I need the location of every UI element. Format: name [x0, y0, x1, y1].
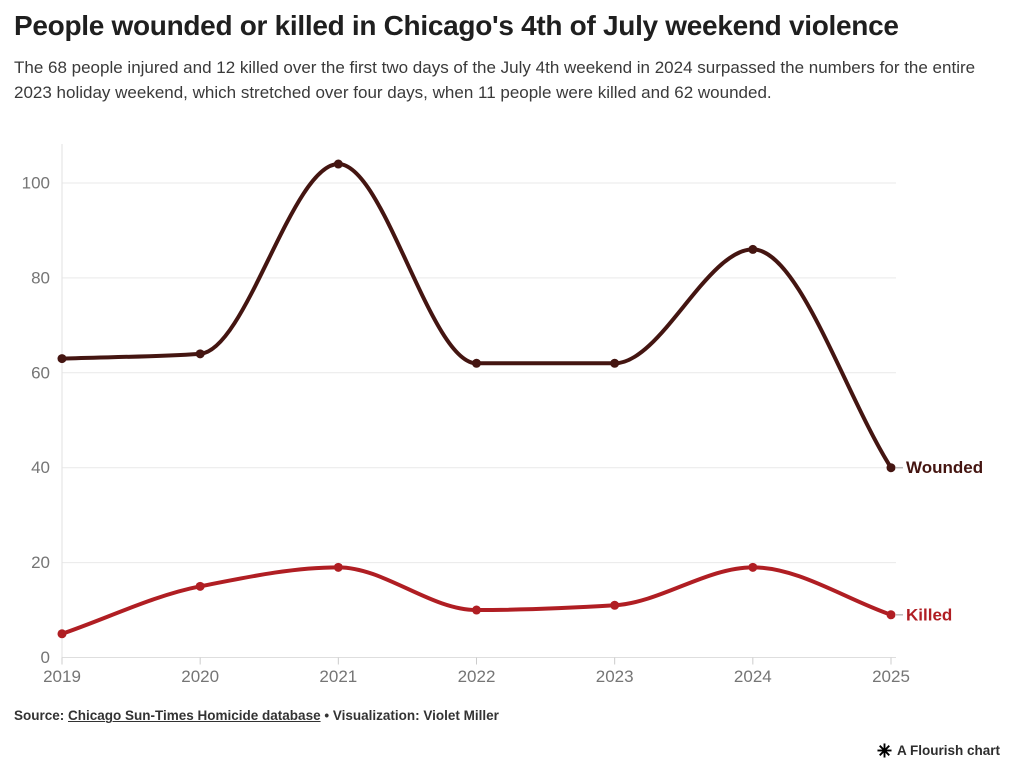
data-point-wounded-2022[interactable]: [472, 359, 481, 369]
data-point-wounded-2021[interactable]: [333, 159, 343, 169]
data-point-killed-2019[interactable]: [57, 629, 67, 639]
y-axis-label-80: 80: [31, 269, 50, 288]
y-axis-label-0: 0: [41, 648, 50, 667]
data-point-killed-2020[interactable]: [195, 582, 205, 592]
flourish-attribution[interactable]: A Flourish chart: [877, 743, 1000, 758]
data-point-killed-2024[interactable]: [748, 563, 758, 573]
source-label: Source:: [14, 708, 69, 724]
flourish-asterisk-icon: [877, 743, 892, 758]
chart-title: People wounded or killed in Chicago's 4t…: [14, 10, 899, 41]
visualization-credit: • Visualization: Violet Miller: [320, 708, 499, 724]
y-axis-label-20: 20: [31, 554, 50, 573]
x-axis-label-2023: 2023: [596, 667, 634, 686]
series-line-killed: [60, 565, 893, 637]
flourish-label: A Flourish chart: [896, 743, 1000, 759]
data-point-wounded-2019[interactable]: [57, 354, 67, 364]
series-label-killed: Killed: [906, 606, 952, 625]
data-point-wounded-2023[interactable]: [610, 359, 620, 369]
x-axis-label-2021: 2021: [319, 667, 357, 686]
series-label-wounded: Wounded: [906, 459, 983, 478]
data-point-killed-2021[interactable]: [333, 563, 343, 573]
series-line-wounded: [60, 162, 893, 471]
data-point-wounded-2025[interactable]: [886, 463, 896, 473]
x-axis-label-2024: 2024: [734, 667, 772, 686]
x-axis-label-2022: 2022: [458, 667, 496, 686]
chart-header: People wounded or killed in Chicago's 4t…: [0, 0, 1013, 105]
x-axis-label-2019: 2019: [43, 667, 81, 686]
data-point-wounded-2020[interactable]: [195, 349, 205, 359]
chart-subtitle: The 68 people injured and 12 killed over…: [14, 58, 976, 102]
source-link[interactable]: Chicago Sun-Times Homicide database: [68, 708, 321, 724]
data-point-wounded-2024[interactable]: [748, 245, 758, 255]
data-point-killed-2022[interactable]: [472, 606, 481, 616]
flourish-attribution-row: A Flourish chart: [0, 743, 1013, 758]
y-axis-label-60: 60: [31, 364, 50, 383]
line-chart: 0 20 40 60 80 100 2019 2020 2021 2022 2023 2024 2025…: [22, 144, 983, 686]
data-point-killed-2023[interactable]: [610, 601, 620, 611]
y-axis-label-40: 40: [31, 459, 50, 478]
data-point-killed-2025[interactable]: [886, 610, 896, 620]
source-line: Source: Chicago Sun-Times Homicide datab…: [0, 708, 1013, 723]
x-axis-label-2020: 2020: [181, 667, 219, 686]
y-axis-label-100: 100: [22, 174, 50, 193]
x-axis-label-2025: 2025: [872, 667, 910, 686]
